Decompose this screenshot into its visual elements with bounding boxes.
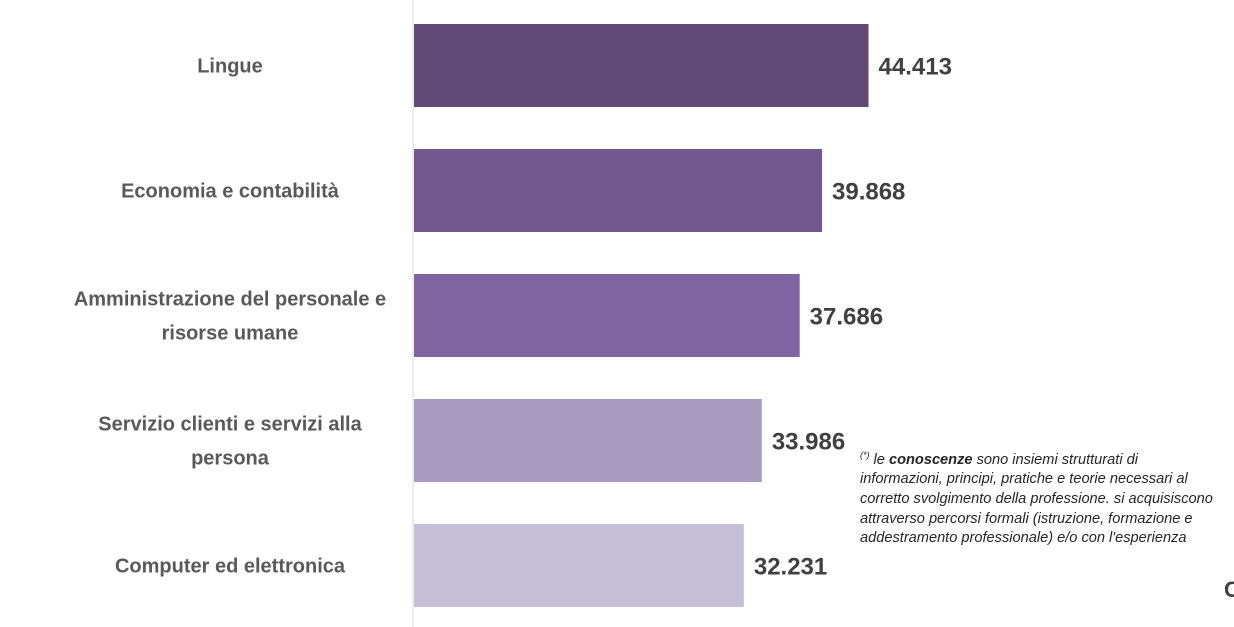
footnote-lead: le <box>869 451 889 468</box>
bar <box>414 24 869 107</box>
footnote-text: sono insiemi strutturati di informazioni… <box>860 451 1213 547</box>
footnote: (*) le conoscenze sono insiemi struttura… <box>860 446 1222 549</box>
bars-group: 44.413 Lingue 39.868 Economia e contabilità… <box>74 24 952 607</box>
bar <box>414 149 823 232</box>
category-label: Lingue <box>197 56 263 78</box>
value-label: 44.413 <box>879 54 952 81</box>
value-label: 39.868 <box>832 179 905 206</box>
category-label: persona <box>191 448 270 470</box>
category-label: Servizio clienti e servizi alla <box>98 414 362 436</box>
category-label: risorse umane <box>162 323 299 345</box>
footnote-marker: (*) <box>860 450 870 460</box>
value-label: 37.686 <box>810 304 883 331</box>
footnote-keyword: conoscenze <box>888 451 973 468</box>
category-label: Economia e contabilità <box>121 181 340 203</box>
category-label: Amministrazione del personale e <box>74 289 386 311</box>
bar <box>414 274 800 357</box>
bar <box>414 524 744 607</box>
bar <box>414 399 762 482</box>
value-label: 32.231 <box>754 554 827 581</box>
cropped-edge-text: C <box>1224 577 1234 602</box>
category-label: Computer ed elettronica <box>115 556 346 578</box>
value-label: 33.986 <box>772 429 845 456</box>
